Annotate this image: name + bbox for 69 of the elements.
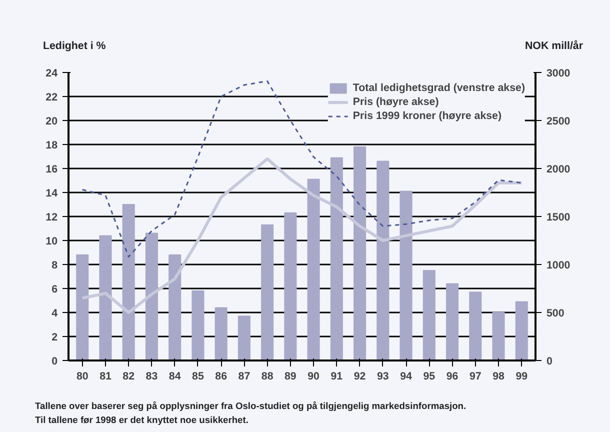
y-tick-label: 6 [52, 284, 58, 296]
bar [446, 283, 459, 360]
y-tick-label: 10 [46, 236, 58, 248]
y-axis-title: Ledighet i % [43, 39, 106, 54]
bar [307, 178, 320, 360]
y2-tick-label: 2500 [546, 116, 570, 128]
bar [515, 301, 528, 360]
x-tick-label: 87 [238, 370, 250, 382]
text: Tallene over baserer seg på opplysninger fra Oslo-studiet og på tilgjengelig markedsinformasjon. [35, 400, 466, 413]
bar [492, 312, 505, 360]
x-tick-label: 85 [192, 370, 204, 382]
y-tick-label: 18 [46, 140, 58, 152]
bar [238, 316, 250, 360]
y2-tick-label: 3000 [546, 68, 570, 80]
text: Til tallene før 1998 er det knyttet noe usikkerhet. [35, 414, 250, 427]
x-tick-label: 93 [376, 370, 389, 382]
y-tick-label: 22 [46, 92, 58, 104]
y-tick-label: 8 [52, 260, 58, 272]
x-tick-label: 98 [492, 370, 505, 382]
bar [214, 307, 228, 360]
x-tick-label: 90 [308, 370, 320, 382]
x-tick-label: 89 [284, 370, 296, 382]
y2-tick-label: 500 [546, 308, 564, 320]
y2-tick-label: 2000 [546, 164, 570, 176]
x-tick-label: 96 [446, 370, 458, 382]
legend-label: Pris (høyre akse) [352, 96, 439, 108]
bar [469, 292, 482, 360]
bar [168, 254, 182, 360]
x-tick-label: 80 [76, 370, 88, 382]
bar [192, 290, 204, 360]
y-tick-label: 2 [52, 332, 58, 344]
legend-label: Pris 1999 kroner (høyre akse) [352, 110, 502, 122]
y-tick-label: 12 [46, 212, 58, 224]
x-tick-label: 94 [400, 370, 412, 382]
bar [76, 254, 89, 360]
bar [400, 190, 412, 360]
bar [376, 160, 390, 360]
x-tick-label: 99 [516, 370, 528, 382]
y2-tick-label: 1500 [546, 212, 570, 224]
bar [99, 235, 112, 360]
x-tick-label: 88 [261, 370, 274, 382]
x-tick-label: 81 [100, 370, 112, 382]
y-tick-label: 14 [46, 188, 58, 200]
y-tick-label: 4 [52, 308, 58, 320]
bar [261, 224, 274, 360]
x-tick-label: 82 [122, 370, 135, 382]
y-tick-label: 16 [46, 164, 58, 176]
y2-tick-label: 1000 [546, 260, 570, 272]
x-tick-label: 92 [354, 370, 366, 382]
line-series [82, 80, 522, 258]
y-tick-label: 20 [46, 116, 58, 128]
x-tick-label: 84 [168, 370, 181, 382]
x-tick-label: 86 [215, 370, 228, 382]
x-tick-label: 97 [469, 370, 482, 382]
bar [122, 204, 135, 360]
bar [145, 232, 158, 360]
x-tick-label: 91 [330, 370, 343, 382]
bar [330, 157, 343, 360]
bar [354, 146, 366, 360]
bar [422, 270, 436, 360]
bar [284, 212, 297, 360]
x-tick-label: 83 [146, 370, 158, 382]
y-tick-label: 24 [46, 68, 58, 80]
y-tick-label: 0 [52, 356, 58, 368]
y2-tick-label: 0 [546, 356, 552, 368]
y2-axis-title: NOK mill/år [524, 39, 583, 54]
legend-label: Total ledighetsgrad (venstre akse) [352, 82, 525, 94]
x-tick-label: 95 [423, 370, 436, 382]
line-series [80, 157, 524, 314]
